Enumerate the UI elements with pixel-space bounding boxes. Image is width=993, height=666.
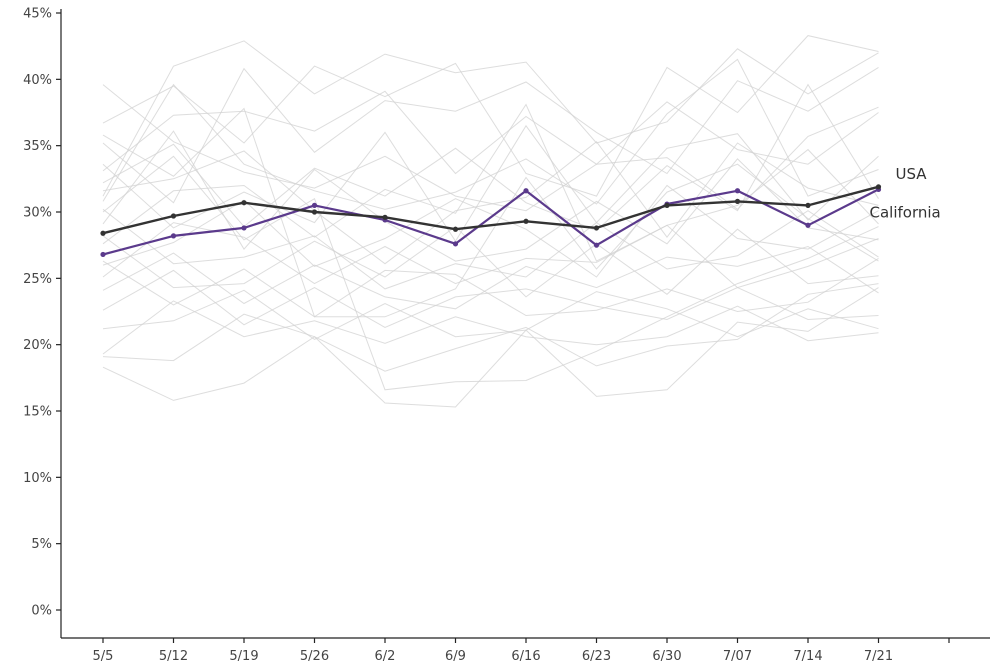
background-series-line-9	[102, 140, 879, 265]
x-tick-label: 7/14	[793, 649, 822, 664]
series-point-usa	[241, 200, 247, 206]
background-series-line-1	[102, 84, 879, 212]
y-tick-label: 35%	[23, 139, 52, 154]
series-point-usa	[805, 202, 811, 208]
y-tick-group: 0% 5% 10% 15% 20% 25% 30% 35% 40% 45%	[23, 7, 61, 619]
background-series-line-17	[102, 257, 879, 318]
y-tick-label: 25%	[23, 272, 52, 287]
background-series-line-2	[102, 40, 879, 197]
background-series-line-24	[102, 107, 879, 318]
x-tick-group: 5/5 5/12 5/19 5/26 6/2 6/9 6/16 6/23 6/30 7/07 7/1…	[93, 638, 950, 664]
background-series-line-21	[102, 283, 879, 372]
series-label-california: California	[870, 203, 941, 221]
series-line-california	[102, 188, 879, 256]
y-tick-label: 5%	[31, 537, 52, 552]
background-series-line-3	[102, 35, 879, 197]
x-tick-label: 5/26	[300, 649, 329, 664]
series-point-california	[241, 225, 247, 231]
background-series-line-13	[102, 208, 879, 290]
y-tick-label: 0%	[31, 604, 52, 619]
y-tick-label: 15%	[23, 405, 52, 420]
series-point-california	[734, 188, 741, 194]
series-point-california	[452, 241, 459, 247]
series-point-california	[100, 251, 106, 258]
background-series-line-14	[102, 222, 879, 289]
y-tick-label: 45%	[23, 7, 52, 22]
background-series-line-12	[102, 184, 879, 278]
background-series-line-6	[102, 58, 879, 210]
x-tick-label: 5/5	[93, 649, 114, 664]
series-point-usa	[452, 226, 459, 232]
series-point-usa	[875, 184, 882, 190]
background-series-line-19	[102, 289, 879, 340]
background-series-line-23	[102, 155, 879, 391]
y-tick-label: 10%	[23, 471, 52, 486]
highlight-series-group	[100, 184, 882, 258]
x-tick-label: 7/07	[723, 649, 752, 664]
x-tick-label: 6/16	[511, 649, 540, 664]
series-point-california	[170, 233, 177, 239]
x-tick-label: 6/23	[582, 649, 611, 664]
background-series-line-22	[102, 287, 879, 408]
y-tick-label: 30%	[23, 206, 52, 221]
series-point-usa	[170, 213, 177, 219]
background-series-line-8	[102, 83, 879, 232]
x-tick-label: 7/21	[864, 649, 893, 664]
background-series-line-15	[102, 225, 879, 298]
series-point-usa	[734, 198, 741, 204]
background-series-group	[102, 35, 879, 408]
series-point-usa	[311, 209, 318, 215]
series-point-usa	[593, 225, 600, 231]
series-point-california	[593, 242, 600, 248]
x-tick-label: 6/2	[375, 649, 396, 664]
series-point-usa	[523, 218, 529, 224]
series-point-california	[311, 202, 318, 208]
x-tick-label: 6/30	[652, 649, 681, 664]
background-series-line-16	[102, 245, 879, 310]
background-series-line-7	[102, 124, 879, 243]
series-point-usa	[382, 214, 388, 220]
series-label-group: USA California	[870, 165, 941, 222]
background-series-line-20	[102, 300, 879, 355]
x-tick-label: 5/12	[159, 649, 188, 664]
series-line-usa	[102, 185, 879, 235]
series-label-usa: USA	[896, 165, 928, 183]
series-point-usa	[664, 202, 670, 208]
y-tick-label: 20%	[23, 338, 52, 353]
background-series-line-4	[102, 66, 879, 204]
background-series-line-11	[102, 130, 879, 262]
series-point-usa	[100, 230, 106, 236]
series-point-california	[523, 188, 529, 194]
series-point-california	[805, 222, 811, 228]
axes-group	[60, 9, 990, 639]
x-tick-label: 5/19	[229, 649, 258, 664]
x-tick-label: 6/9	[445, 649, 466, 664]
background-series-line-5	[102, 90, 879, 175]
y-tick-label: 40%	[23, 73, 52, 88]
background-series-line-18	[102, 269, 879, 328]
